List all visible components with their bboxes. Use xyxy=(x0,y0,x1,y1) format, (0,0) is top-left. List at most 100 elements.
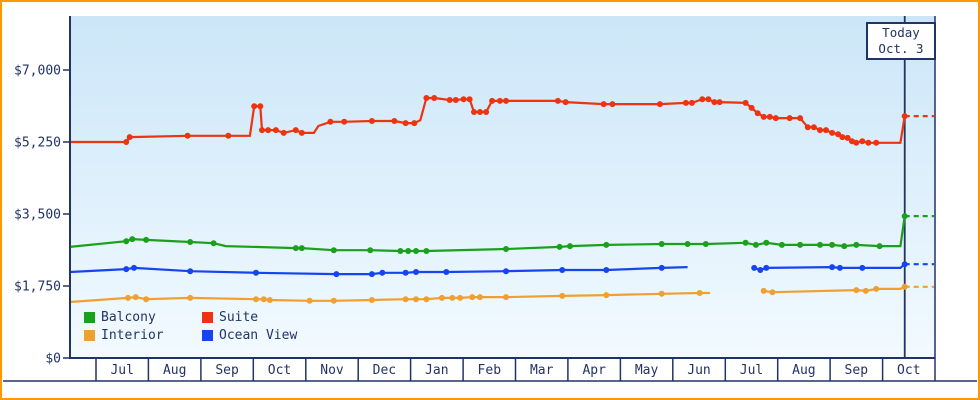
data-point-balcony xyxy=(405,248,412,254)
data-point-interior xyxy=(423,296,430,303)
legend-item-suite: Suite xyxy=(202,310,297,325)
y-axis-label: $7,000 xyxy=(14,64,61,79)
data-point-suite xyxy=(844,134,851,141)
month-label: Jul xyxy=(110,363,133,378)
data-point-ocean-view xyxy=(751,264,758,271)
data-point-ocean-view xyxy=(757,267,764,273)
data-point-ocean-view xyxy=(123,266,130,273)
data-point-interior xyxy=(457,294,464,301)
data-point-interior xyxy=(132,294,139,301)
data-point-suite xyxy=(804,124,811,131)
data-point-interior xyxy=(469,294,476,301)
data-point-balcony xyxy=(423,248,430,254)
data-point-suite xyxy=(411,120,418,127)
data-point-suite xyxy=(748,104,755,111)
plot-background xyxy=(70,16,935,358)
data-point-suite xyxy=(797,115,804,122)
data-point-interior xyxy=(477,294,483,301)
data-point-interior xyxy=(125,294,131,301)
data-point-balcony xyxy=(567,243,573,250)
data-point-balcony xyxy=(292,245,299,252)
data-point-suite xyxy=(391,118,398,124)
month-label: Jul xyxy=(740,363,763,378)
data-point-ocean-view xyxy=(402,269,409,276)
data-point-balcony xyxy=(876,243,883,250)
data-point-interior xyxy=(658,290,665,297)
data-point-interior xyxy=(253,296,259,303)
data-point-suite xyxy=(251,103,258,110)
y-axis-label: $5,250 xyxy=(14,136,61,151)
data-point-interior xyxy=(862,287,869,294)
series-line-balcony xyxy=(69,215,906,253)
data-point-interior xyxy=(769,289,776,296)
month-label: Apr xyxy=(582,363,606,378)
data-point-suite xyxy=(786,115,793,122)
month-label: Mar xyxy=(530,363,554,378)
data-point-balcony xyxy=(778,241,785,248)
data-point-balcony xyxy=(763,239,770,246)
data-point-balcony xyxy=(129,236,136,243)
data-point-suite xyxy=(600,101,607,108)
month-label: Aug xyxy=(163,363,186,378)
legend-label-balcony: Balcony xyxy=(101,310,156,325)
data-point-balcony xyxy=(367,247,374,254)
data-point-balcony xyxy=(658,241,665,247)
data-point-balcony xyxy=(752,241,759,248)
data-point-balcony xyxy=(829,241,836,248)
y-axis-label: $3,500 xyxy=(14,208,61,223)
ocean-view-swatch-icon xyxy=(202,330,213,341)
data-point-interior xyxy=(368,297,375,303)
month-label: Sep xyxy=(215,363,239,378)
data-point-balcony xyxy=(143,236,150,243)
data-point-interior xyxy=(503,294,509,301)
y-axis-label: $0 xyxy=(45,352,61,367)
data-point-balcony xyxy=(797,241,804,248)
data-point-balcony xyxy=(742,239,749,246)
today-label: Today xyxy=(882,25,920,40)
data-point-suite xyxy=(225,132,232,139)
data-point-interior xyxy=(603,292,610,299)
data-point-suite xyxy=(865,139,872,146)
data-point-suite xyxy=(431,95,438,101)
data-point-suite xyxy=(402,120,409,127)
data-point-suite xyxy=(272,127,279,134)
month-label: Nov xyxy=(320,363,344,378)
data-point-suite xyxy=(772,115,779,122)
data-point-interior xyxy=(760,287,767,294)
data-point-interior xyxy=(266,297,273,303)
data-point-interior xyxy=(901,283,908,290)
data-point-suite xyxy=(716,99,723,106)
data-point-interior xyxy=(260,296,267,303)
data-point-suite xyxy=(656,101,663,108)
data-point-suite xyxy=(298,129,305,136)
month-label: Aug xyxy=(792,363,815,378)
data-point-suite xyxy=(817,127,823,134)
data-point-suite xyxy=(460,96,467,103)
data-point-ocean-view xyxy=(763,264,770,271)
data-point-suite xyxy=(265,127,272,134)
data-point-suite xyxy=(466,96,473,103)
data-point-suite xyxy=(754,110,761,117)
legend-item-ocean-view: Ocean View xyxy=(202,328,297,343)
month-label: Sep xyxy=(845,363,869,378)
data-point-suite xyxy=(341,118,348,125)
data-point-suite xyxy=(609,101,616,108)
data-point-ocean-view xyxy=(443,269,450,275)
legend-item-interior: Interior xyxy=(84,328,202,343)
data-point-suite xyxy=(562,99,569,106)
data-point-suite xyxy=(280,129,287,136)
data-point-balcony xyxy=(503,246,509,252)
legend-label-suite: Suite xyxy=(219,310,259,325)
data-point-interior xyxy=(853,287,860,294)
data-point-suite xyxy=(711,99,718,106)
data-point-suite xyxy=(292,127,299,134)
today-box: Today Oct. 3 xyxy=(866,22,936,60)
data-point-balcony xyxy=(187,239,194,245)
data-point-suite xyxy=(126,134,133,141)
data-point-suite xyxy=(766,113,773,120)
data-point-interior xyxy=(306,297,313,304)
data-point-interior xyxy=(187,294,194,301)
data-point-suite xyxy=(835,131,842,138)
